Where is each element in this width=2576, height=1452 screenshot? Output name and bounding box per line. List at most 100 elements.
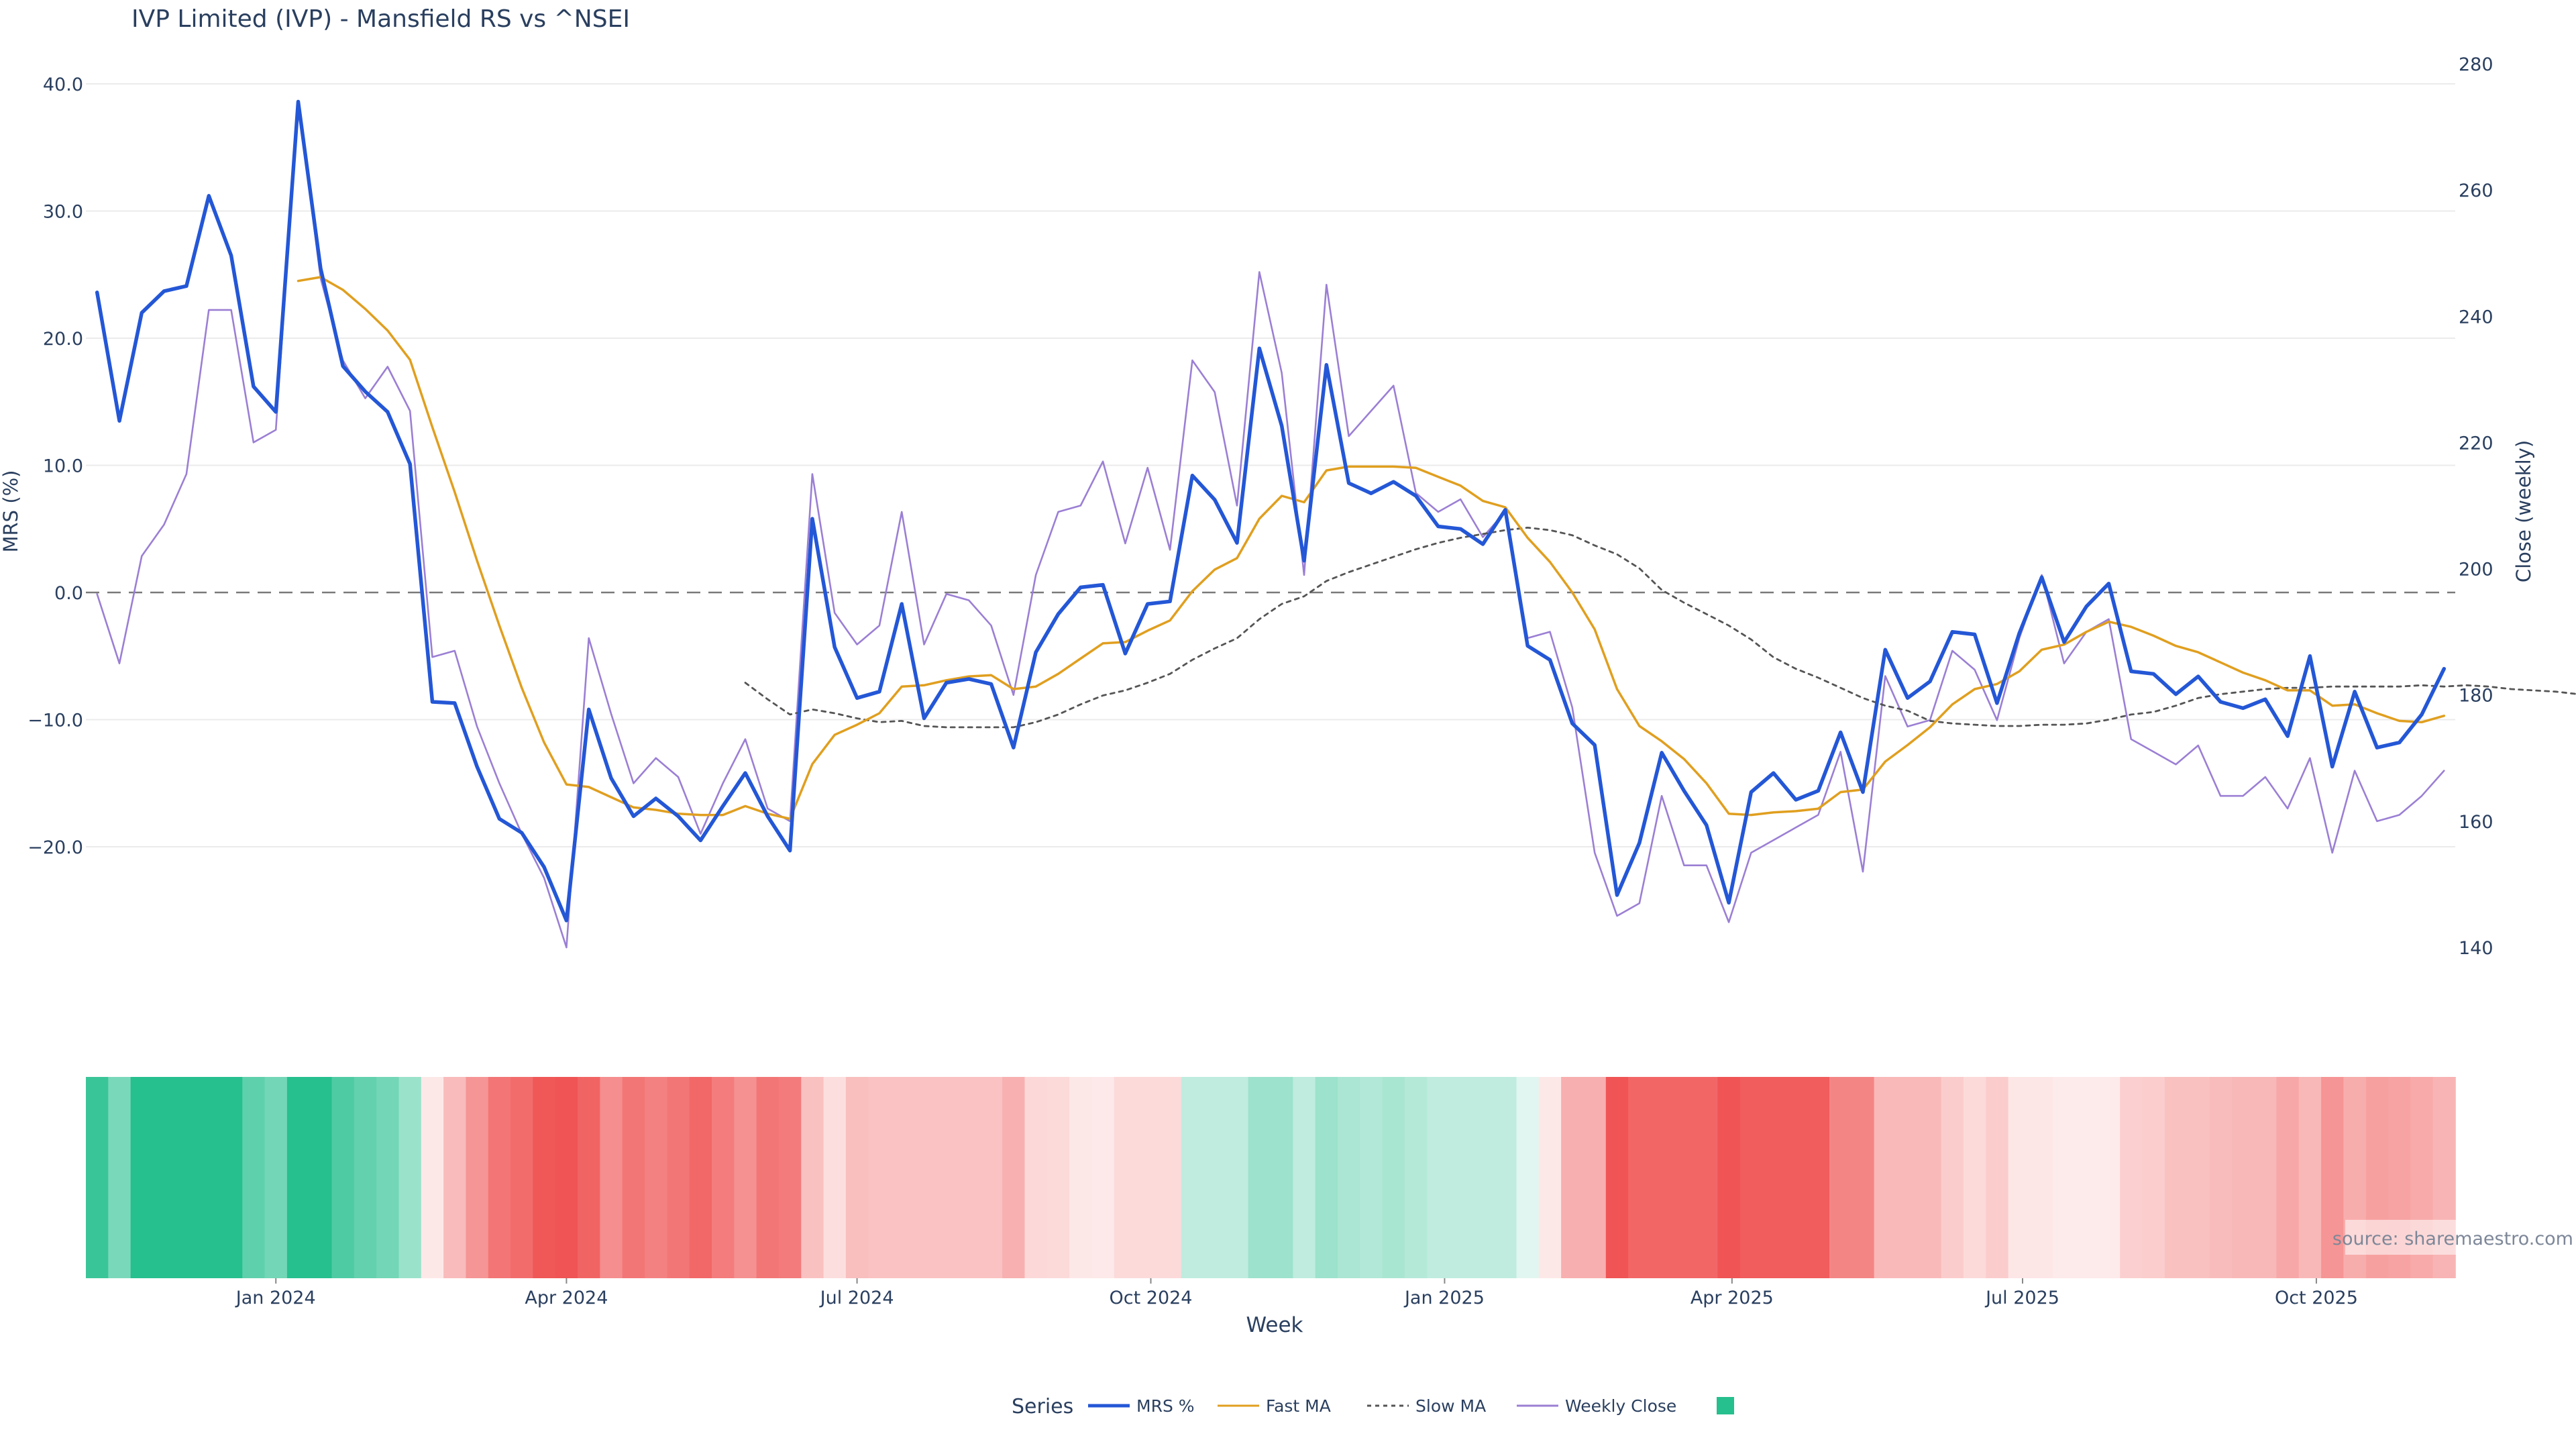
heatmap-cell: [175, 1077, 199, 1278]
heatmap-cell: [1494, 1077, 1517, 1278]
heatmap-cell: [1382, 1077, 1405, 1278]
heatmap-cell: [1293, 1077, 1316, 1278]
heatmap-cell: [578, 1077, 601, 1278]
heatmap-cell: [197, 1077, 221, 1278]
heatmap-cell: [2120, 1077, 2143, 1278]
y-tick-label-right: 220: [2459, 433, 2493, 454]
heatmap-cell: [1069, 1077, 1093, 1278]
x-tick-label: Jul 2024: [819, 1288, 894, 1308]
heatmap-cell: [1181, 1077, 1204, 1278]
chart-title: IVP Limited (IVP) - Mansfield RS vs ^NSE…: [131, 5, 630, 33]
heatmap-cell: [1874, 1077, 1897, 1278]
x-tick-label: Jul 2025: [1984, 1288, 2059, 1308]
mrs-line: [95, 99, 2447, 923]
heatmap-cell: [2254, 1077, 2277, 1278]
heatmap-cell: [1851, 1077, 1875, 1278]
heatmap-cell: [1203, 1077, 1227, 1278]
heatmap-cell: [1986, 1077, 2009, 1278]
heatmap-cell: [376, 1077, 400, 1278]
heatmap-cell: [801, 1077, 824, 1278]
heatmap-cell: [1091, 1077, 1115, 1278]
heatmap-cell: [1963, 1077, 1987, 1278]
legend-entry-label: Slow MA: [1415, 1396, 1486, 1416]
heatmap-cell: [1896, 1077, 1920, 1278]
heatmap-cell: [1516, 1077, 1540, 1278]
heatmap-cell: [309, 1077, 333, 1278]
heatmap-cell: [2164, 1077, 2188, 1278]
grid-layer: [86, 83, 2455, 847]
heatmap-cell: [1829, 1077, 1853, 1278]
heatmap-cell: [1583, 1077, 1607, 1278]
heatmap-cell: [890, 1077, 914, 1278]
fast-ma-line: [297, 276, 2446, 821]
heatmap-cell: [2276, 1077, 2300, 1278]
slow-ma-line: [744, 527, 2576, 729]
x-tick-label: Jan 2025: [1403, 1288, 1485, 1308]
x-tick-label: Jan 2024: [235, 1288, 316, 1308]
x-axis: Jan 2024 Apr 2024 Jul 2024 Oct 2024 Jan 2025…: [235, 1278, 2358, 1308]
heatmap-strip: [86, 1077, 2456, 1278]
y-tick-label-left: 40.0: [43, 74, 83, 95]
heatmap-cell: [1471, 1077, 1495, 1278]
heatmap-cell: [1427, 1077, 1450, 1278]
weekly-close-line: [96, 101, 2445, 949]
heatmap-cell: [2298, 1077, 2322, 1278]
heatmap-cell: [2231, 1077, 2255, 1278]
right-y-axis: 280 260 240 220 200 180 160 140: [2459, 54, 2493, 959]
heatmap-cell: [152, 1077, 176, 1278]
y-tick-label-left: 20.0: [43, 329, 83, 350]
heatmap-cell: [421, 1077, 444, 1278]
x-axis-label: Week: [1246, 1313, 1303, 1337]
heatmap-cell: [1561, 1077, 1585, 1278]
heatmap-cell: [2187, 1077, 2210, 1278]
heatmap-cell: [1271, 1077, 1294, 1278]
heatmap-cell: [2053, 1077, 2076, 1278]
heatmap-cell: [711, 1077, 735, 1278]
heatmap-cell: [979, 1077, 1003, 1278]
heatmap-cell: [1695, 1077, 1719, 1278]
heatmap-cell: [1650, 1077, 1674, 1278]
heatmap-cell: [443, 1077, 467, 1278]
heatmap-cell: [935, 1077, 959, 1278]
legend-entry-label: Fast MA: [1266, 1396, 1331, 1416]
y-tick-label-right: 160: [2459, 812, 2493, 833]
heatmap-cell: [2008, 1077, 2031, 1278]
heatmap-cell: [1315, 1077, 1338, 1278]
heatmap-cell: [1717, 1077, 1741, 1278]
heatmap-cell: [2097, 1077, 2121, 1278]
x-tick-label: Oct 2024: [1110, 1288, 1193, 1308]
heatmap-cell: [488, 1077, 511, 1278]
heatmap-cell: [1248, 1077, 1271, 1278]
heatmap-cell: [689, 1077, 712, 1278]
heatmap-cell: [734, 1077, 757, 1278]
legend: Series MRS % Fast MA Slow MA Weekly Close: [1012, 1395, 1734, 1418]
legend-title: Series: [1012, 1395, 1073, 1418]
left-y-axis: 40.0 30.0 20.0 10.0 0.0 −10.0 −20.0: [28, 74, 83, 858]
y-tick-label-right: 280: [2459, 54, 2493, 75]
y-tick-label-left: −20.0: [28, 837, 83, 858]
source-note: source: sharemaestro.com: [2332, 1229, 2573, 1249]
heatmap-cell: [823, 1077, 847, 1278]
heatmap-cell: [1605, 1077, 1629, 1278]
heatmap-cell: [845, 1077, 869, 1278]
heatmap-cell: [2075, 1077, 2098, 1278]
y-tick-label-left: 10.0: [43, 456, 83, 477]
y-tick-label-right: 240: [2459, 307, 2493, 327]
legend-heatmap-swatch: [1717, 1397, 1734, 1414]
heatmap-cell: [1628, 1077, 1652, 1278]
y-tick-label-right: 200: [2459, 560, 2493, 580]
y-tick-label-left: −10.0: [28, 711, 83, 731]
heatmap-cell: [242, 1077, 266, 1278]
y-axis-left-label: MRS (%): [0, 470, 22, 553]
heatmap-cell: [533, 1077, 556, 1278]
heatmap-cell: [1002, 1077, 1026, 1278]
heatmap-cell: [1941, 1077, 1964, 1278]
series-layer: [95, 99, 2576, 949]
heatmap-cell: [756, 1077, 780, 1278]
heatmap-cell: [957, 1077, 981, 1278]
heatmap-cell: [511, 1077, 534, 1278]
x-tick-label: Apr 2024: [525, 1288, 608, 1308]
heatmap-cell: [1762, 1077, 1786, 1278]
